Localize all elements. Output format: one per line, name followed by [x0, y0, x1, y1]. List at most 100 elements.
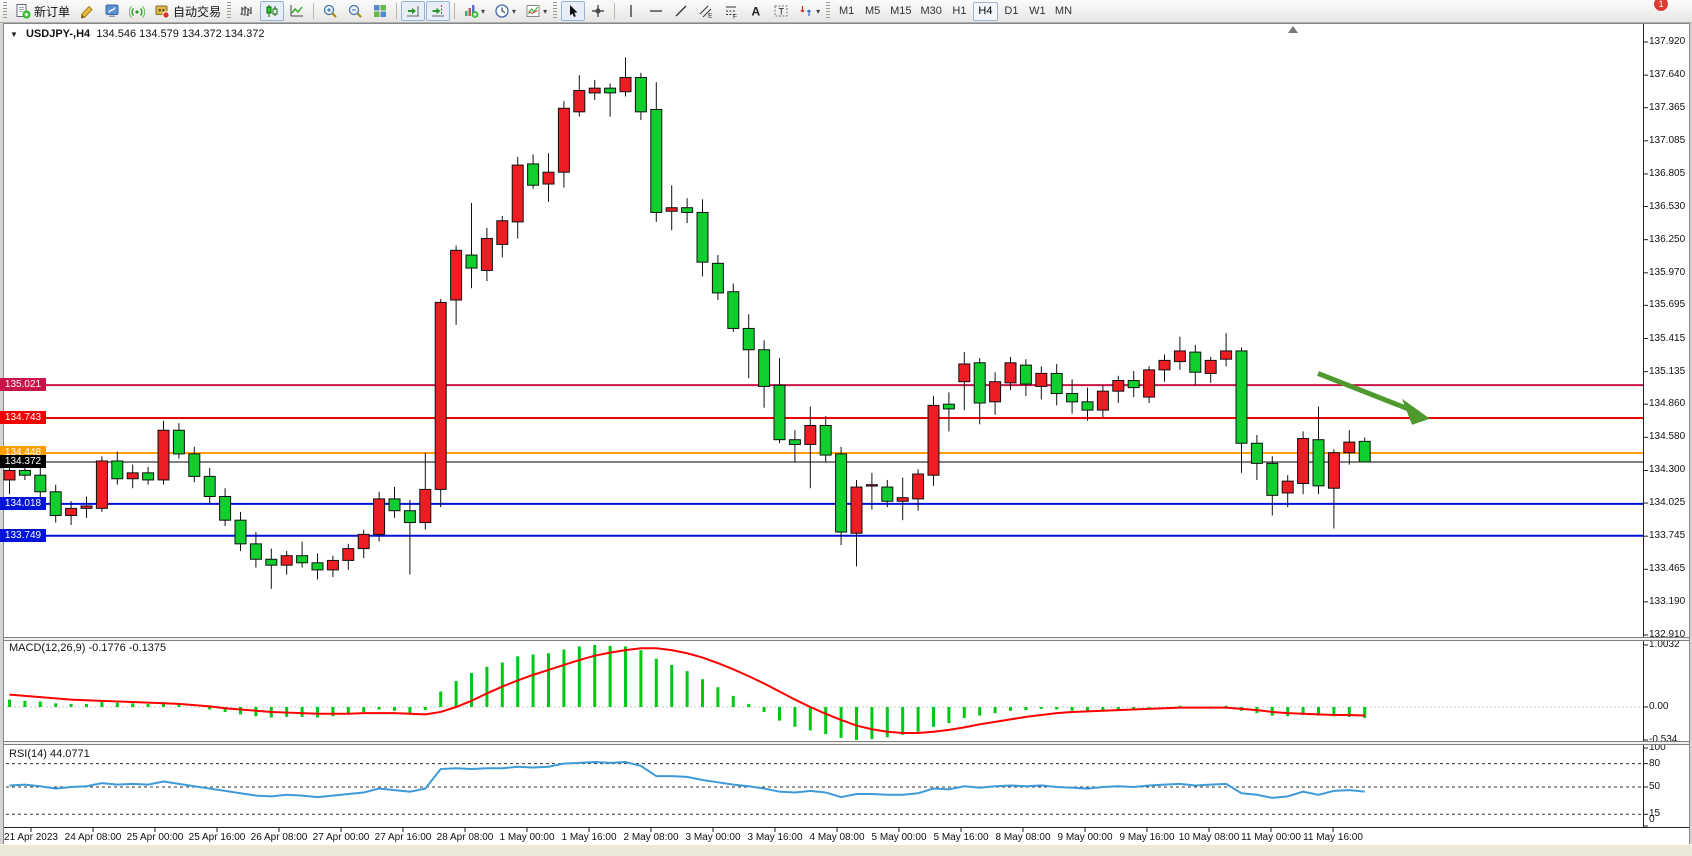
tab-timeframe-h1[interactable]: H1	[947, 2, 972, 21]
chevron-down-icon[interactable]: ▼	[10, 30, 18, 39]
candle	[280, 555, 293, 566]
line-chart-button[interactable]	[285, 1, 309, 21]
arrows-button[interactable]: ▾	[794, 1, 824, 21]
tab-timeframe-w1[interactable]: W1	[1025, 2, 1050, 21]
candle	[665, 207, 678, 212]
candle	[619, 77, 632, 93]
candlestick-button[interactable]	[260, 1, 285, 21]
candles-icon	[266, 5, 278, 17]
chart-shift-button[interactable]	[426, 1, 451, 21]
candle	[681, 207, 694, 213]
tile-windows-button[interactable]	[368, 1, 392, 21]
fibo-icon: F	[726, 6, 737, 19]
toolbar-divider	[396, 3, 398, 19]
toolbar-grip[interactable]	[826, 2, 831, 20]
candle	[958, 363, 971, 383]
toolbar: 新订单 自动交易 ▾ ▾ ▾ E F A T ▾ M1 M5 M15 M30 H1 H4 D1 W1 MN 1	[0, 0, 1692, 30]
line-chart-icon	[290, 5, 304, 17]
auto-scroll-button[interactable]	[401, 1, 426, 21]
macd-pane-splitter[interactable]	[4, 637, 1689, 641]
auto-scroll-icon	[407, 6, 420, 17]
cursor-button[interactable]	[561, 1, 586, 21]
candle	[34, 474, 47, 493]
candle	[219, 496, 232, 521]
editor-icon	[105, 4, 119, 17]
tab-timeframe-mn[interactable]: MN	[1051, 2, 1076, 21]
candle	[249, 543, 262, 560]
text-label-button[interactable]: T	[769, 1, 793, 21]
candle	[1327, 452, 1340, 489]
periods-button[interactable]: ▾	[490, 1, 520, 21]
dropdown-arrow-icon: ▾	[512, 6, 517, 16]
tab-timeframe-m1[interactable]: M1	[834, 2, 859, 21]
candle	[1004, 362, 1017, 384]
bar-chart-button[interactable]	[235, 1, 259, 21]
notification-badge: 1	[1653, 0, 1669, 12]
zoom-in-button[interactable]	[318, 1, 342, 21]
candle	[403, 510, 416, 524]
candle	[912, 473, 925, 500]
toolbar-grip[interactable]	[553, 2, 558, 20]
candle	[1035, 372, 1048, 387]
dropdown-arrow-icon: ▾	[481, 6, 486, 16]
vertical-line-button[interactable]	[619, 1, 643, 21]
arrows-icon	[800, 6, 812, 16]
trendline-button[interactable]	[669, 1, 693, 21]
candle	[1158, 359, 1171, 371]
zoom-out-button[interactable]	[343, 1, 367, 21]
candle	[850, 486, 863, 534]
chart-window[interactable]	[3, 23, 1690, 845]
candle	[434, 301, 447, 490]
candle	[142, 472, 155, 481]
candle	[496, 220, 509, 245]
chart-shift-marker[interactable]	[1288, 26, 1298, 33]
vline-icon	[630, 5, 632, 17]
price-axis-border	[1643, 24, 1644, 827]
toolbar-grip[interactable]	[227, 2, 232, 20]
autotrading-button[interactable]: 自动交易	[150, 1, 225, 21]
candle	[1189, 351, 1202, 373]
trend-arrow[interactable]	[1317, 371, 1419, 416]
tab-timeframe-m30[interactable]: M30	[917, 2, 946, 21]
candle	[1173, 350, 1186, 363]
toolbar-grip[interactable]	[3, 2, 7, 20]
candle	[588, 87, 601, 94]
equidistant-channel-button[interactable]: E	[694, 1, 718, 21]
tab-timeframe-m15[interactable]: M15	[886, 2, 915, 21]
new-order-button[interactable]: 新订单	[11, 1, 74, 21]
text-button[interactable]: A	[744, 1, 768, 21]
tab-timeframe-m5[interactable]: M5	[860, 2, 885, 21]
candle	[1204, 359, 1217, 374]
styler-button[interactable]	[75, 1, 99, 21]
time-axis-border	[4, 827, 1689, 828]
chart-title: ▼ USDJPY-,H4 134.546 134.579 134.372 134…	[10, 28, 265, 40]
bar-chart-icon	[240, 6, 252, 16]
indicators-icon	[465, 5, 479, 18]
tab-timeframe-h4[interactable]: H4	[972, 1, 998, 21]
toolbar-divider	[614, 3, 616, 19]
signals-button[interactable]	[125, 1, 149, 21]
candle	[296, 555, 309, 564]
indicators-button[interactable]: ▾	[459, 1, 489, 21]
fibonacci-button[interactable]: F	[719, 1, 743, 21]
metaeditor-button[interactable]	[100, 1, 124, 21]
crosshair-button[interactable]	[586, 1, 610, 21]
macd-signal-line	[9, 647, 1365, 734]
tab-timeframe-d1[interactable]: D1	[999, 2, 1024, 21]
candle	[511, 164, 524, 223]
candle	[1266, 462, 1279, 496]
candle	[1096, 390, 1109, 411]
horizontal-line-button[interactable]	[644, 1, 668, 21]
candle	[527, 163, 540, 186]
candle	[835, 453, 848, 533]
templates-button[interactable]: ▾	[521, 1, 551, 21]
toolbar-divider	[454, 3, 456, 19]
rsi-pane-splitter[interactable]	[4, 741, 1689, 745]
status-bar	[0, 844, 1692, 856]
candle	[881, 486, 894, 502]
candle	[819, 424, 832, 456]
candle	[1081, 401, 1094, 411]
rsi-pane-label: RSI(14) 44.0771	[9, 748, 90, 760]
trend-arrow-head[interactable]	[1402, 398, 1430, 425]
